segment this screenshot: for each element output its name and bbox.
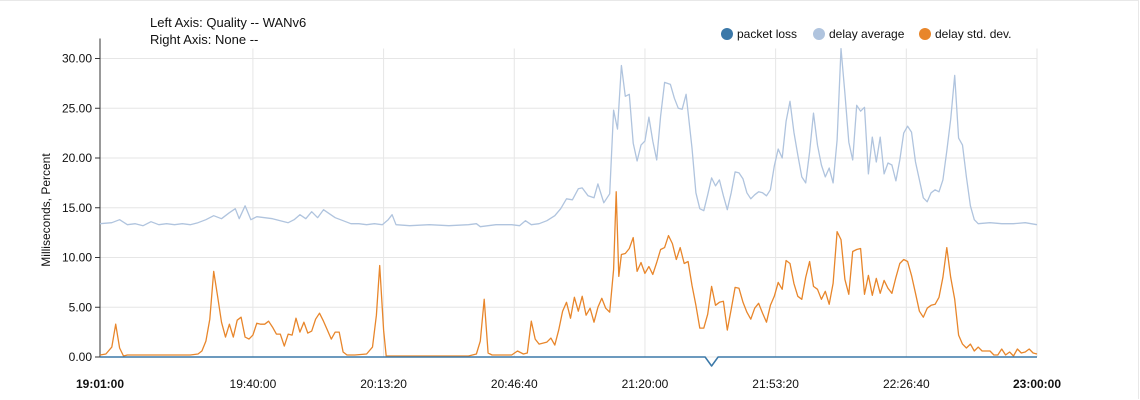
x-tick-label: 20:46:40 <box>491 377 538 391</box>
legend-item-packet-loss[interactable]: packet loss <box>721 27 797 41</box>
x-tick-label: 22:26:40 <box>883 377 930 391</box>
legend-item-delay-std-dev[interactable]: delay std. dev. <box>919 27 1012 41</box>
y-axis-label: Milliseconds, Percent <box>39 153 53 267</box>
series-line-delay-std-dev <box>99 191 1038 357</box>
chart-title-left-axis: Left Axis: Quality -- WANv6 <box>150 15 307 30</box>
y-tick-label: 0.00 <box>69 350 93 364</box>
y-tick-label: 10.00 <box>62 251 92 265</box>
legend-label: delay average <box>829 27 905 41</box>
legend-label: delay std. dev. <box>935 27 1012 41</box>
legend-label: packet loss <box>737 27 798 41</box>
series-line-packet-loss <box>100 356 1037 367</box>
legend-marker-icon <box>813 28 825 40</box>
x-tick-label: 23:00:00 <box>1013 377 1061 391</box>
series-line-delay-average <box>99 47 1038 228</box>
x-tick-label: 21:20:00 <box>622 377 669 391</box>
x-tick-label: 19:01:00 <box>76 377 124 391</box>
y-tick-label: 15.00 <box>62 201 92 215</box>
y-tick-label: 20.00 <box>62 151 92 165</box>
legend-marker-icon <box>721 28 733 40</box>
legend-marker-icon <box>919 28 931 40</box>
x-tick-label: 19:40:00 <box>230 377 277 391</box>
y-tick-label: 25.00 <box>62 101 92 115</box>
legend-item-delay-average[interactable]: delay average <box>813 27 904 41</box>
x-tick-label: 20:13:20 <box>360 377 407 391</box>
chart-title-right-axis: Right Axis: None -- <box>150 32 259 47</box>
y-tick-label: 5.00 <box>69 300 93 314</box>
y-tick-label: 30.00 <box>62 52 92 66</box>
x-tick-label: 21:53:20 <box>752 377 799 391</box>
